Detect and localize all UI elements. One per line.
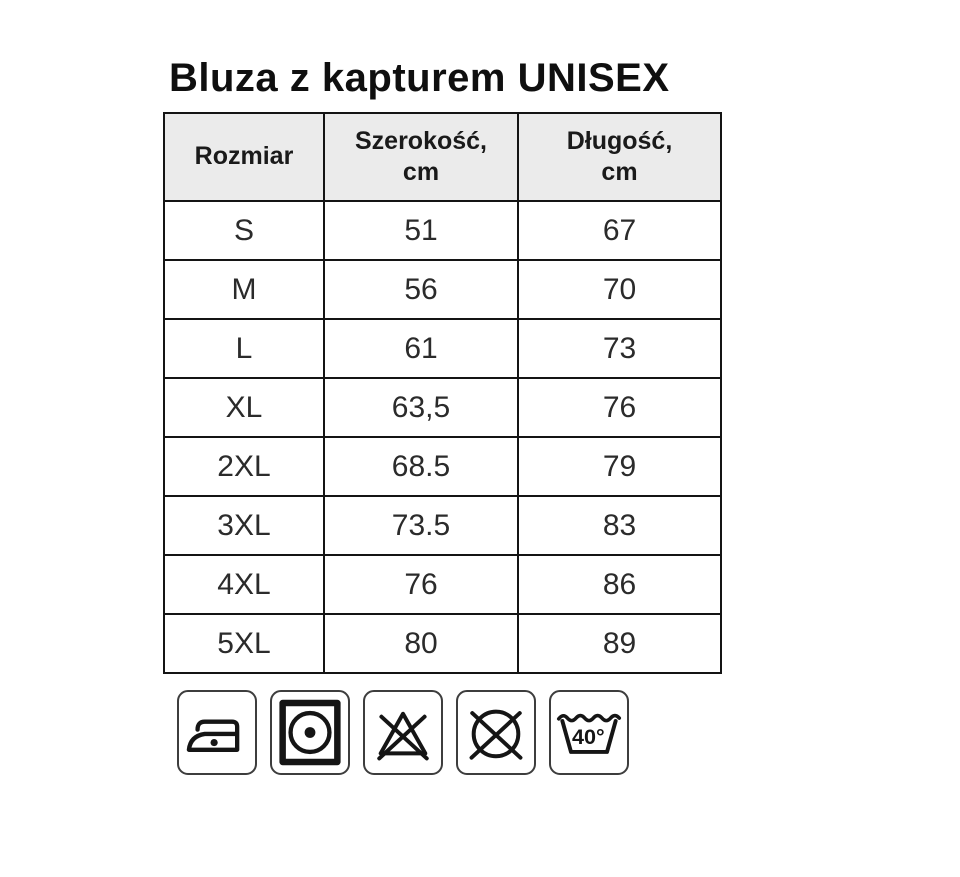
size-cell: M: [163, 259, 325, 320]
length-cell: 76: [517, 377, 722, 438]
width-cell: 61: [323, 318, 519, 379]
width-cell: 76: [323, 554, 519, 615]
page-title: Bluza z kapturem UNISEX: [169, 56, 670, 100]
length-cell: 67: [517, 200, 722, 261]
table-row: S 51 67: [163, 200, 722, 261]
width-cell: 73.5: [323, 495, 519, 556]
size-cell: 4XL: [163, 554, 325, 615]
table-row: L 61 73: [163, 318, 722, 379]
length-cell: 86: [517, 554, 722, 615]
table-row: 4XL 76 86: [163, 554, 722, 615]
length-cell: 79: [517, 436, 722, 497]
iron-one-dot-icon: [177, 690, 257, 775]
length-cell: 89: [517, 613, 722, 674]
length-cell: 70: [517, 259, 722, 320]
width-cell: 80: [323, 613, 519, 674]
table-row: M 56 70: [163, 259, 722, 320]
size-cell: 5XL: [163, 613, 325, 674]
size-cell: 2XL: [163, 436, 325, 497]
table-row: XL 63,5 76: [163, 377, 722, 438]
col-header-width: Szerokość, cm: [323, 112, 519, 202]
width-cell: 68.5: [323, 436, 519, 497]
size-cell: 3XL: [163, 495, 325, 556]
length-cell: 73: [517, 318, 722, 379]
wash-temp-label: 40°: [572, 724, 605, 749]
table-row: 3XL 73.5 83: [163, 495, 722, 556]
width-cell: 56: [323, 259, 519, 320]
width-cell: 63,5: [323, 377, 519, 438]
table-row: 5XL 80 89: [163, 613, 722, 674]
wash-40-icon: 40°: [549, 690, 629, 775]
do-not-bleach-icon: [363, 690, 443, 775]
size-cell: S: [163, 200, 325, 261]
col-header-length: Długość, cm: [517, 112, 722, 202]
do-not-dry-clean-icon: [456, 690, 536, 775]
size-cell: XL: [163, 377, 325, 438]
table-row: 2XL 68.5 79: [163, 436, 722, 497]
width-cell: 51: [323, 200, 519, 261]
care-symbols-row: 40°: [177, 690, 960, 775]
content: Bluza z kapturem UNISEX Rozmiar Szerokoś…: [163, 56, 960, 775]
size-cell: L: [163, 318, 325, 379]
length-cell: 83: [517, 495, 722, 556]
table-header-row: Rozmiar Szerokość, cm Długość, cm: [163, 112, 722, 202]
col-header-size: Rozmiar: [163, 112, 325, 202]
size-table: Rozmiar Szerokość, cm Długość, cm S 51 6…: [163, 112, 722, 674]
tumble-dry-icon: [270, 690, 350, 775]
